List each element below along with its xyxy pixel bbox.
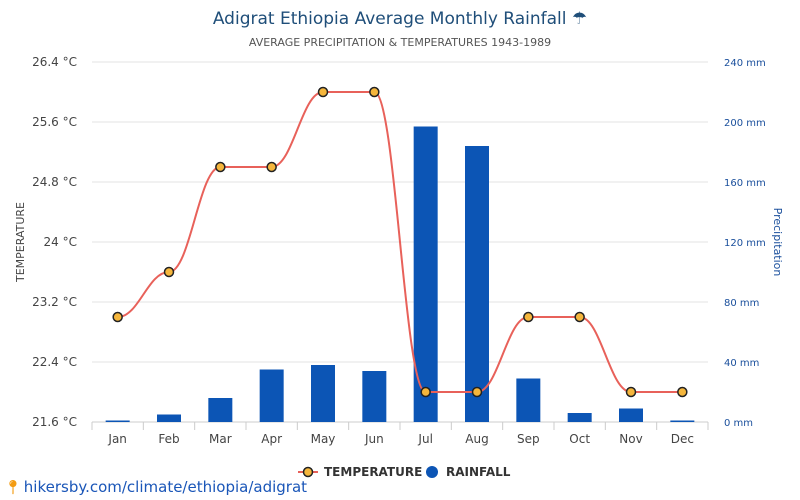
temperature-point[interactable] — [215, 161, 226, 173]
x-tick-label: Jul — [417, 432, 432, 446]
y-right-tick-label: 240 mm — [724, 58, 766, 69]
legend-dot-swatch — [426, 466, 438, 478]
x-tick-label: May — [311, 432, 336, 446]
y-left-tick-label: 24.8 °C — [32, 175, 77, 189]
temperature-point[interactable] — [523, 311, 534, 323]
rainfall-bar[interactable] — [311, 365, 335, 422]
y-left-tick-label: 25.6 °C — [32, 115, 77, 129]
y-left-tick-label: 23.2 °C — [32, 295, 77, 309]
y-right-tick-label: 40 mm — [724, 358, 759, 369]
legend-label-temperature: TEMPERATURE — [324, 465, 422, 479]
rainfall-bar[interactable] — [619, 408, 643, 423]
rainfall-bar[interactable] — [465, 146, 489, 422]
legend-item-temperature[interactable]: TEMPERATURE — [298, 465, 422, 479]
map-pin-icon: 📍︎ — [4, 480, 22, 496]
rainfall-bar[interactable] — [259, 369, 284, 423]
temperature-point[interactable] — [369, 86, 380, 98]
right-axis-ticks: 0 mm 40 mm 80 mm 120 mm 160 mm 200 mm 240 mm — [724, 58, 766, 429]
rainfall-bar[interactable] — [208, 398, 233, 422]
y-left-tick-label: 22.4 °C — [32, 355, 77, 369]
temperature-point[interactable] — [625, 386, 637, 398]
right-axis-label: Precipitation — [771, 208, 784, 277]
temperature-point[interactable] — [266, 161, 277, 173]
x-tick-label: Oct — [569, 432, 590, 446]
rainfall-bars — [105, 126, 695, 423]
temperature-point[interactable] — [677, 386, 688, 398]
x-tick-label: Aug — [465, 432, 488, 446]
gridlines — [91, 61, 709, 430]
rainfall-bar[interactable] — [413, 126, 438, 423]
y-right-tick-label: 120 mm — [724, 238, 766, 249]
x-tick-label: Sep — [517, 432, 540, 446]
x-tick-label: Apr — [261, 432, 282, 446]
rainfall-bar[interactable] — [105, 420, 130, 423]
y-right-tick-label: 160 mm — [724, 178, 766, 189]
source-link[interactable]: 📍︎ hikersby.com/climate/ethiopia/adigrat — [4, 478, 307, 496]
chart-subtitle: AVERAGE PRECIPITATION & TEMPERATURES 194… — [249, 36, 551, 49]
rainfall-bar[interactable] — [670, 420, 695, 423]
y-left-tick-label: 24 °C — [44, 235, 77, 249]
y-left-tick-label: 21.6 °C — [32, 415, 77, 429]
x-tick-label: Feb — [158, 432, 179, 446]
rainfall-bar[interactable] — [516, 378, 541, 423]
legend-item-rainfall[interactable]: RAINFALL — [426, 465, 511, 479]
source-text: hikersby.com/climate/ethiopia/adigrat — [23, 478, 308, 496]
temperature-point[interactable] — [163, 266, 175, 278]
temperature-point[interactable] — [112, 311, 123, 323]
temperature-point[interactable] — [471, 386, 483, 398]
x-tick-label: Dec — [671, 432, 694, 446]
left-axis-label: TEMPERATURE — [14, 202, 27, 283]
temperature-point[interactable] — [574, 311, 585, 323]
x-tick-label: Mar — [209, 432, 232, 446]
temperature-point[interactable] — [317, 86, 329, 98]
y-right-tick-label: 200 mm — [724, 118, 766, 129]
temperature-line — [112, 86, 688, 398]
rainfall-bar[interactable] — [157, 414, 181, 423]
legend-label-rainfall: RAINFALL — [446, 465, 511, 479]
left-axis-ticks: 21.6 °C 22.4 °C 23.2 °C 24 °C 24.8 °C 25.6 °C… — [32, 55, 77, 429]
y-right-tick-label: 80 mm — [724, 298, 759, 309]
umbrella-icon: ☂ — [572, 9, 587, 29]
chart-title: Adigrat Ethiopia Average Monthly Rainfal… — [213, 9, 587, 29]
x-tick-label: Jun — [364, 432, 384, 446]
legend-marker-swatch — [302, 466, 314, 478]
rainfall-bar[interactable] — [362, 371, 387, 422]
temperature-point[interactable] — [420, 386, 431, 398]
y-right-tick-label: 0 mm — [724, 418, 753, 429]
legend: TEMPERATURE RAINFALL — [298, 465, 511, 479]
x-tick-label: Nov — [619, 432, 642, 446]
y-left-tick-label: 26.4 °C — [32, 55, 77, 69]
rainfall-bar[interactable] — [567, 413, 592, 422]
x-tick-label: Jan — [107, 432, 127, 446]
x-axis-ticks: Jan Feb Mar Apr May Jun Jul Aug Sep Oct Nov Dec — [107, 432, 694, 446]
